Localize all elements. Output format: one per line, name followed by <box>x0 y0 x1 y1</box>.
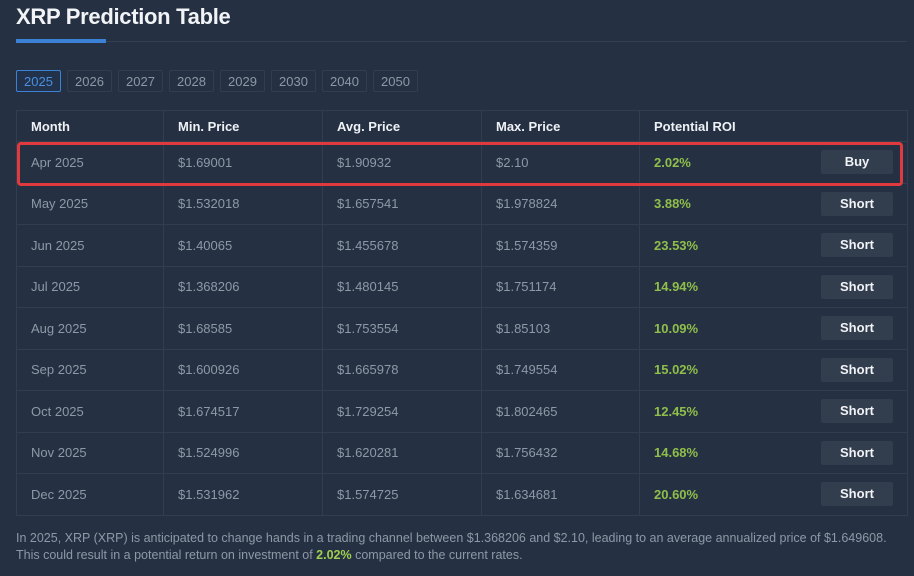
column-header-max-price: Max. Price <box>481 110 640 142</box>
short-button[interactable]: Short <box>821 233 893 258</box>
title-divider <box>16 41 907 42</box>
table-row: Oct 2025 $1.674517 $1.729254 $1.802465 1… <box>16 390 908 433</box>
avg-price-cell: $1.665978 <box>322 348 482 391</box>
roi-cell: 20.60% Short <box>639 473 908 516</box>
roi-value: 12.45% <box>654 403 699 419</box>
month-cell: Jul 2025 <box>16 265 164 308</box>
roi-value: 15.02% <box>654 362 699 378</box>
roi-cell: 14.68% Short <box>639 431 908 474</box>
year-tab-2040[interactable]: 2040 <box>322 70 367 92</box>
summary-text: In 2025, XRP (XRP) is anticipated to cha… <box>16 530 906 564</box>
table-row: Aug 2025 $1.68585 $1.753554 $1.85103 10.… <box>16 307 908 350</box>
summary-text-before: In 2025, XRP (XRP) is anticipated to cha… <box>16 531 887 562</box>
roi-value: 14.68% <box>654 445 699 461</box>
min-price-cell: $1.531962 <box>163 473 323 516</box>
avg-price-cell: $1.574725 <box>322 473 482 516</box>
table-row: Sep 2025 $1.600926 $1.665978 $1.749554 1… <box>16 348 908 391</box>
short-button[interactable]: Short <box>821 482 893 507</box>
avg-price-cell: $1.455678 <box>322 224 482 267</box>
year-tabs: 2025 2026 2027 2028 2029 2030 2040 2050 <box>16 70 418 92</box>
table-header-row: Month Min. Price Avg. Price Max. Price P… <box>16 110 908 142</box>
roi-value: 10.09% <box>654 320 699 336</box>
year-tab-2029[interactable]: 2029 <box>220 70 265 92</box>
max-price-cell: $1.751174 <box>481 265 640 308</box>
buy-button[interactable]: Buy <box>821 150 893 175</box>
max-price-cell: $1.85103 <box>481 307 640 350</box>
roi-value: 2.02% <box>654 154 691 170</box>
min-price-cell: $1.600926 <box>163 348 323 391</box>
max-price-cell: $1.574359 <box>481 224 640 267</box>
roi-cell: 10.09% Short <box>639 307 908 350</box>
roi-cell: 12.45% Short <box>639 390 908 433</box>
roi-value: 23.53% <box>654 237 699 253</box>
roi-cell: 14.94% Short <box>639 265 908 308</box>
max-price-cell: $1.756432 <box>481 431 640 474</box>
year-tab-2030[interactable]: 2030 <box>271 70 316 92</box>
year-tab-2027[interactable]: 2027 <box>118 70 163 92</box>
avg-price-cell: $1.90932 <box>322 141 482 184</box>
title-accent-bar <box>16 39 106 43</box>
short-button[interactable]: Short <box>821 316 893 341</box>
short-button[interactable]: Short <box>821 191 893 216</box>
table-row: Dec 2025 $1.531962 $1.574725 $1.634681 2… <box>16 473 908 516</box>
max-price-cell: $1.749554 <box>481 348 640 391</box>
column-header-potential-roi: Potential ROI <box>639 110 908 142</box>
roi-cell: 2.02% Buy <box>639 141 908 184</box>
max-price-cell: $1.802465 <box>481 390 640 433</box>
min-price-cell: $1.69001 <box>163 141 323 184</box>
column-header-month: Month <box>16 110 164 142</box>
year-tab-2050[interactable]: 2050 <box>373 70 418 92</box>
table-row: Nov 2025 $1.524996 $1.620281 $1.756432 1… <box>16 431 908 474</box>
avg-price-cell: $1.729254 <box>322 390 482 433</box>
month-cell: Apr 2025 <box>16 141 164 184</box>
short-button[interactable]: Short <box>821 357 893 382</box>
month-cell: Aug 2025 <box>16 307 164 350</box>
year-tab-2026[interactable]: 2026 <box>67 70 112 92</box>
max-price-cell: $1.634681 <box>481 473 640 516</box>
summary-roi-highlight: 2.02% <box>316 548 352 562</box>
month-cell: May 2025 <box>16 182 164 225</box>
month-cell: Oct 2025 <box>16 390 164 433</box>
table-row: Jul 2025 $1.368206 $1.480145 $1.751174 1… <box>16 265 908 308</box>
roi-cell: 3.88% Short <box>639 182 908 225</box>
min-price-cell: $1.68585 <box>163 307 323 350</box>
table-row: Apr 2025 $1.69001 $1.90932 $2.10 2.02% Bu… <box>16 141 908 184</box>
roi-value: 3.88% <box>654 196 691 212</box>
month-cell: Dec 2025 <box>16 473 164 516</box>
month-cell: Jun 2025 <box>16 224 164 267</box>
month-cell: Nov 2025 <box>16 431 164 474</box>
max-price-cell: $2.10 <box>481 141 640 184</box>
table-row: May 2025 $1.532018 $1.657541 $1.978824 3… <box>16 182 908 225</box>
prediction-table-container: Month Min. Price Avg. Price Max. Price P… <box>16 110 908 516</box>
roi-value: 14.94% <box>654 279 699 295</box>
avg-price-cell: $1.480145 <box>322 265 482 308</box>
max-price-cell: $1.978824 <box>481 182 640 225</box>
min-price-cell: $1.524996 <box>163 431 323 474</box>
month-cell: Sep 2025 <box>16 348 164 391</box>
summary-text-after: compared to the current rates. <box>351 548 523 562</box>
roi-cell: 15.02% Short <box>639 348 908 391</box>
year-tab-2028[interactable]: 2028 <box>169 70 214 92</box>
min-price-cell: $1.368206 <box>163 265 323 308</box>
roi-cell: 23.53% Short <box>639 224 908 267</box>
short-button[interactable]: Short <box>821 399 893 424</box>
min-price-cell: $1.674517 <box>163 390 323 433</box>
prediction-table: Month Min. Price Avg. Price Max. Price P… <box>16 110 908 516</box>
year-tab-2025[interactable]: 2025 <box>16 70 61 92</box>
avg-price-cell: $1.620281 <box>322 431 482 474</box>
min-price-cell: $1.40065 <box>163 224 323 267</box>
short-button[interactable]: Short <box>821 274 893 299</box>
avg-price-cell: $1.657541 <box>322 182 482 225</box>
short-button[interactable]: Short <box>821 440 893 465</box>
min-price-cell: $1.532018 <box>163 182 323 225</box>
column-header-min-price: Min. Price <box>163 110 323 142</box>
column-header-avg-price: Avg. Price <box>322 110 482 142</box>
page-title: XRP Prediction Table <box>16 4 231 29</box>
avg-price-cell: $1.753554 <box>322 307 482 350</box>
table-row: Jun 2025 $1.40065 $1.455678 $1.574359 23… <box>16 224 908 267</box>
roi-value: 20.60% <box>654 486 699 502</box>
